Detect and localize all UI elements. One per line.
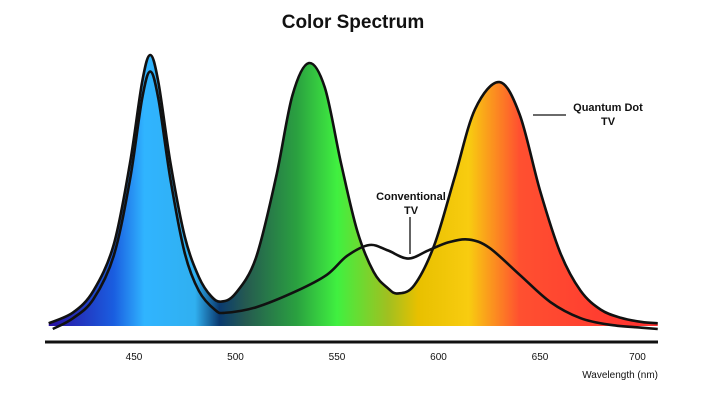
- plot-area: [48, 53, 658, 331]
- x-tick-label: 650: [532, 352, 549, 363]
- quantum-dot-line: [48, 53, 658, 325]
- x-tick-label: 600: [430, 352, 447, 363]
- qd-label-line2: TV: [601, 116, 616, 128]
- x-tick-label: 500: [227, 352, 244, 363]
- conventional-label-line2: TV: [404, 205, 419, 217]
- x-tick-label: 550: [329, 352, 346, 363]
- x-tick-label: 450: [126, 352, 143, 363]
- conventional-line: [52, 70, 658, 331]
- conventional-label-line1: Conventional: [376, 191, 446, 203]
- x-tick-label: 700: [629, 352, 646, 363]
- chart-title: Color Spectrum: [282, 12, 425, 33]
- quantum-dot-fill: [48, 55, 658, 326]
- x-tick-labels: 450 500 550 600 650 700: [126, 352, 647, 363]
- x-axis-label: Wavelength (nm): [582, 370, 658, 381]
- qd-label-line1: Quantum Dot: [573, 102, 643, 114]
